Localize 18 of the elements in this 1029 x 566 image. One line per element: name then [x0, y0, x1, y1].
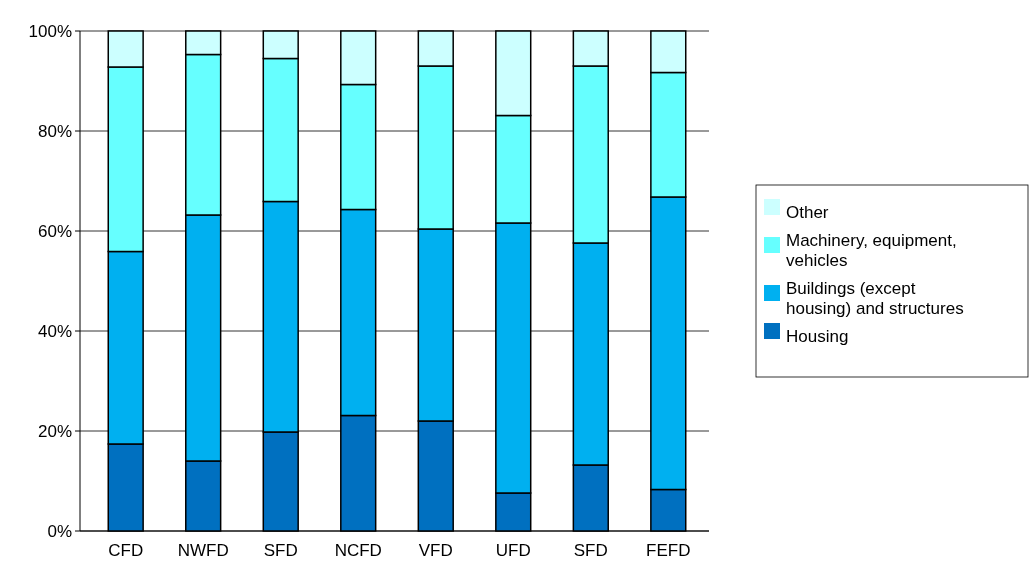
- x-tick-label: FEFD: [646, 541, 691, 560]
- y-tick-label: 60%: [37, 221, 72, 241]
- x-tick-label: NWFD: [177, 541, 229, 560]
- y-tick-label: 0%: [47, 521, 72, 541]
- x-tick-label: SFD: [263, 541, 298, 560]
- x-tick-label: VFD: [418, 541, 453, 560]
- legend-label: Buildings (except housing) and structures: [786, 279, 964, 319]
- x-tick-label: CFD: [108, 541, 144, 560]
- y-tick-label: 80%: [37, 121, 72, 141]
- x-tick-label: NCFD: [334, 541, 382, 560]
- y-tick-label: 40%: [37, 321, 72, 341]
- y-tick-label: 20%: [37, 421, 72, 441]
- x-tick-label: UFD: [495, 541, 531, 560]
- x-tick-label: SFD: [573, 541, 608, 560]
- legend-label: Other: [786, 203, 829, 223]
- legend-label: Machinery, equipment, vehicles: [786, 231, 957, 271]
- legend-label: Housing: [786, 327, 849, 347]
- y-tick-label: 100%: [28, 21, 72, 41]
